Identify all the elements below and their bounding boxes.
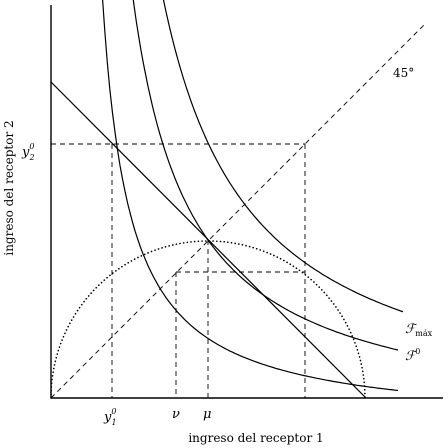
label-fmax: ℱmáx [405,322,433,338]
diagonal-45-line [50,22,427,399]
tick-mu: μ [203,407,211,422]
tick-y1: y0 1 [103,407,117,427]
diagonal-label: 45° [393,66,414,80]
curve-f0 [102,0,399,392]
label-f0: ℱ0 [405,347,420,364]
dotted-frontier-circle [50,240,366,399]
curve-outer [162,0,404,313]
tick-nu: ν [172,407,180,422]
tick-y2: y0 2 [21,142,35,162]
y-axis-title: ingreso del receptor 2 [2,120,16,255]
x-axis-title: ingreso del receptor 1 [188,431,323,445]
curve-fmax [132,0,399,351]
